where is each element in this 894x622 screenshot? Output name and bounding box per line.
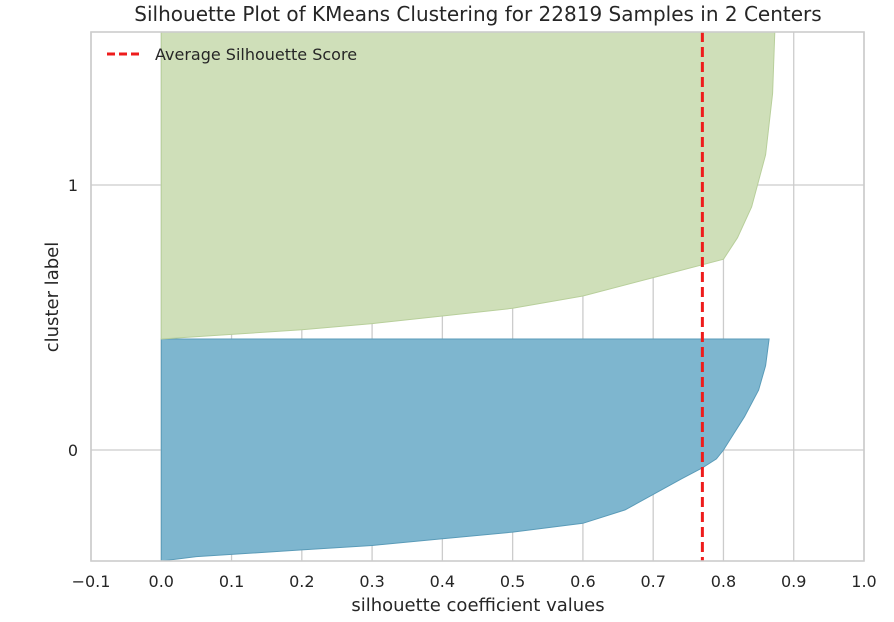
x-tick-label-10: 0.9 xyxy=(781,572,806,591)
x-tick-label-5: 0.4 xyxy=(430,572,455,591)
x-tick-label-2: 0.1 xyxy=(219,572,244,591)
plot-frame xyxy=(90,31,865,562)
x-tick-label-9: 0.8 xyxy=(711,572,736,591)
y-tick-labels: 01 xyxy=(68,176,78,460)
y-axis-label: cluster label xyxy=(42,242,63,352)
x-tick-labels: −0.1 0.0 0.1 0.2 0.3 0.4 0.5 0.6 0.7 0.8 0.9 1.0 xyxy=(72,572,877,591)
cluster-0-silhouette-area xyxy=(160,338,770,562)
x-tick-label-7: 0.6 xyxy=(570,572,595,591)
x-tick-label-0: −0.1 xyxy=(72,572,111,591)
cluster-areas xyxy=(160,31,776,562)
x-tick-label-3: 0.2 xyxy=(289,572,314,591)
cluster-1-silhouette-area xyxy=(160,31,776,340)
x-tick-label-8: 0.7 xyxy=(640,572,665,591)
legend-label-average-score: Average Silhouette Score xyxy=(155,45,357,64)
x-tick-label-4: 0.3 xyxy=(359,572,384,591)
y-tick-label-0: 0 xyxy=(68,441,78,460)
y-tick-label-1: 1 xyxy=(68,176,78,195)
legend: Average Silhouette Score xyxy=(107,45,357,64)
x-tick-label-1: 0.0 xyxy=(149,572,174,591)
x-tick-label-11: 1.0 xyxy=(851,572,876,591)
x-tick-label-6: 0.5 xyxy=(500,572,525,591)
chart-title: Silhouette Plot of KMeans Clustering for… xyxy=(134,2,821,26)
x-axis-label: silhouette coefficient values xyxy=(351,595,604,616)
